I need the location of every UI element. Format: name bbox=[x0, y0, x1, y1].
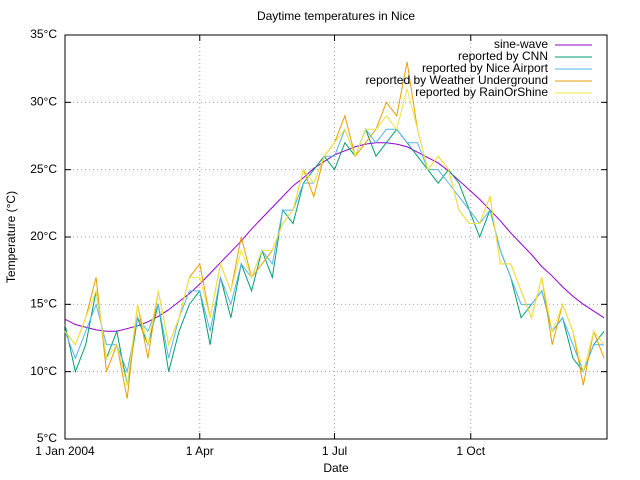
legend-label: reported by CNN bbox=[458, 49, 548, 63]
x-tick-label: 1 Apr bbox=[186, 444, 214, 458]
x-tick-label: 1 Oct bbox=[456, 444, 485, 458]
y-tick-label: 15°C bbox=[30, 297, 57, 311]
series-line bbox=[64, 88, 605, 386]
legend-label: reported by Weather Underground bbox=[365, 73, 548, 87]
x-tick-label: 1 Jul bbox=[322, 444, 347, 458]
y-tick-label: 30°C bbox=[30, 95, 57, 109]
y-tick-label: 25°C bbox=[30, 162, 57, 176]
x-tick-label: 1 Jan 2004 bbox=[35, 444, 95, 458]
plot-border bbox=[64, 34, 608, 440]
chart-title: Daytime temperatures in Nice bbox=[257, 9, 415, 23]
series-line bbox=[64, 127, 605, 386]
legend-label: sine-wave bbox=[494, 37, 548, 51]
y-tick-label: 35°C bbox=[30, 27, 57, 41]
x-axis-label: Date bbox=[323, 461, 349, 475]
y-tick-label: 5°C bbox=[37, 431, 57, 445]
y-axis-label: Temperature (°C) bbox=[4, 191, 18, 283]
legend-label: reported by RainOrShine bbox=[415, 85, 548, 99]
y-tick-label: 20°C bbox=[30, 229, 57, 243]
y-tick-label: 10°C bbox=[30, 364, 57, 378]
series-line bbox=[64, 61, 605, 399]
legend-label: reported by Nice Airport bbox=[422, 61, 549, 75]
